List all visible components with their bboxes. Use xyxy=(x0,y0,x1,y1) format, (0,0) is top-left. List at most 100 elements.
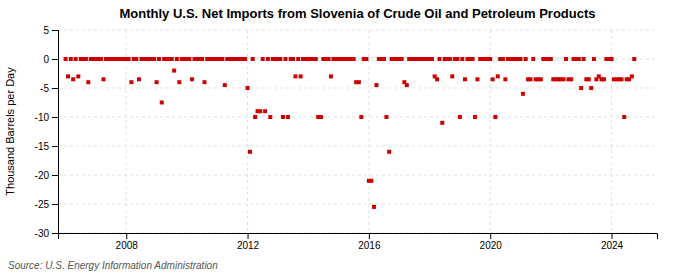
point xyxy=(329,74,333,78)
point xyxy=(463,77,467,81)
point xyxy=(632,57,636,61)
tick-label: -10 xyxy=(35,112,50,123)
point xyxy=(327,57,331,61)
point xyxy=(137,77,141,81)
y-axis-title: Thousand Barrels per Day xyxy=(4,67,16,196)
point xyxy=(76,74,80,78)
tick-label: -15 xyxy=(35,141,50,152)
point xyxy=(175,57,179,61)
tick-mark xyxy=(126,233,127,239)
point xyxy=(177,80,181,84)
point xyxy=(319,115,323,119)
point xyxy=(587,77,591,81)
point xyxy=(450,74,454,78)
point xyxy=(382,57,386,61)
point xyxy=(473,115,477,119)
point xyxy=(99,57,103,61)
point xyxy=(524,57,528,61)
point xyxy=(84,57,88,61)
point xyxy=(496,74,500,78)
tick-mark xyxy=(52,204,58,205)
point xyxy=(564,57,568,61)
tick: -15 xyxy=(35,141,58,152)
point xyxy=(562,77,566,81)
point xyxy=(400,57,404,61)
point xyxy=(314,57,318,61)
axis-line xyxy=(52,31,59,234)
point xyxy=(134,57,138,61)
point xyxy=(357,80,361,84)
point xyxy=(293,74,297,78)
point xyxy=(352,57,356,61)
tick-mark xyxy=(52,59,58,60)
point xyxy=(501,57,505,61)
point xyxy=(455,57,459,61)
point xyxy=(521,92,525,96)
point xyxy=(187,57,191,61)
point xyxy=(369,179,373,183)
point xyxy=(475,77,479,81)
point xyxy=(86,80,90,84)
tick-mark xyxy=(490,233,491,239)
tick: 5 xyxy=(43,25,58,36)
tick: -10 xyxy=(35,112,58,123)
point xyxy=(440,121,444,125)
tick-mark xyxy=(52,233,58,234)
point xyxy=(283,57,287,61)
point xyxy=(519,57,523,61)
tick: -25 xyxy=(35,199,58,210)
grid-line-y xyxy=(58,117,657,118)
point xyxy=(458,115,462,119)
point xyxy=(101,77,105,81)
point xyxy=(202,80,206,84)
point xyxy=(258,109,262,113)
point xyxy=(223,83,227,87)
point xyxy=(261,57,265,61)
point xyxy=(602,77,606,81)
point xyxy=(263,109,267,113)
tick-mark xyxy=(612,233,613,239)
tick-label: -20 xyxy=(35,170,50,181)
point xyxy=(529,77,533,81)
axis-line xyxy=(59,234,658,240)
tick-label: 2020 xyxy=(480,240,503,251)
tick-mark xyxy=(52,88,58,89)
point xyxy=(251,57,255,61)
tick-label: 2012 xyxy=(237,240,260,251)
tick-label: 5 xyxy=(43,25,49,36)
point xyxy=(299,74,303,78)
point xyxy=(266,57,270,61)
grid-line-y xyxy=(58,204,657,205)
points xyxy=(64,57,637,209)
point xyxy=(190,77,194,81)
grid-line-y xyxy=(58,88,657,89)
point xyxy=(460,57,464,61)
point xyxy=(405,83,409,87)
title: Monthly U.S. Net Imports from Slovenia o… xyxy=(120,6,596,21)
tick: -30 xyxy=(35,228,58,239)
point xyxy=(246,86,250,90)
point xyxy=(364,57,368,61)
point xyxy=(503,77,507,81)
point xyxy=(435,77,439,81)
point xyxy=(430,57,434,61)
tick-label: 2024 xyxy=(601,240,624,251)
tick: 0 xyxy=(43,54,58,65)
point xyxy=(491,77,495,81)
point xyxy=(200,57,204,61)
point xyxy=(253,115,257,119)
point xyxy=(539,77,543,81)
point xyxy=(384,115,388,119)
point xyxy=(286,115,290,119)
point xyxy=(248,150,252,154)
point xyxy=(152,57,156,61)
point xyxy=(374,83,378,87)
tick: 2020 xyxy=(480,233,503,251)
tick-label: -25 xyxy=(35,199,50,210)
point xyxy=(157,57,161,61)
point xyxy=(549,57,553,61)
tick: 2008 xyxy=(116,233,139,251)
tick-label: 2008 xyxy=(116,240,139,251)
tick-mark xyxy=(369,233,370,239)
point xyxy=(610,57,614,61)
